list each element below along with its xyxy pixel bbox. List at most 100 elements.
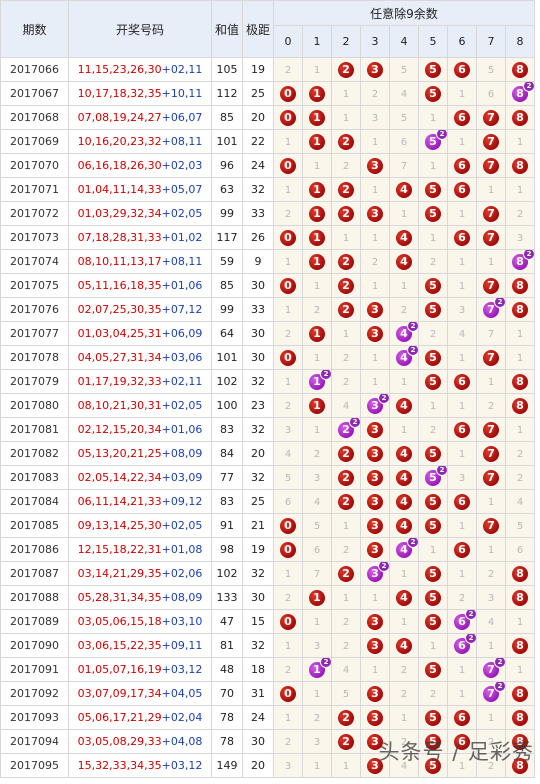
span-cell: 26 (242, 225, 274, 250)
miss-count: 1 (458, 281, 466, 292)
remainder-ball: 7 (483, 133, 499, 150)
miss-count: 4 (487, 617, 495, 628)
period-cell: 2017069 (0, 129, 69, 154)
remainder-ball: 7 (483, 421, 499, 438)
front-numbers: 08,10,11,13,17 (77, 255, 162, 268)
remainder-ball: 2 (338, 469, 354, 486)
remainder-ball-label: 1 (313, 590, 321, 604)
sum-cell: 117 (211, 225, 243, 250)
remainder-miss-cell: 7 (476, 321, 506, 346)
remainder-miss-cell: 2 (331, 537, 361, 562)
remainder-miss-cell: 3 (447, 297, 477, 322)
span-cell: 30 (242, 585, 274, 610)
remainder-ball-label: 0 (284, 110, 292, 124)
remainder-miss-cell: 2 (331, 369, 361, 394)
remainder-ball-label: 7 (487, 470, 495, 484)
remainder-ball: 0 (280, 157, 296, 174)
remainder-hit-cell: 1 (302, 585, 332, 610)
remainder-hit-cell: 5 (418, 609, 448, 634)
remainder-miss-cell: 1 (302, 153, 332, 178)
draw-numbers-cell: 15,32,33,34,35+03,12 (68, 753, 212, 778)
miss-count: 2 (313, 449, 321, 460)
remainder-hit-cell: 5 (418, 513, 448, 538)
header-digit-4: 4 (389, 25, 419, 58)
remainder-ball-label: 1 (313, 662, 321, 676)
remainder-miss-cell: 5 (505, 513, 535, 538)
front-numbers: 03,06,15,22,35 (77, 639, 162, 652)
miss-count: 3 (371, 113, 379, 124)
span-cell: 19 (242, 57, 274, 82)
remainder-ball: 4 (396, 253, 412, 270)
period-cell: 2017085 (0, 513, 69, 538)
remainder-miss-cell: 5 (476, 57, 506, 82)
remainder-hit-cell: 5 (418, 369, 448, 394)
remainder-ball: 0 (280, 685, 296, 702)
sum-cell: 99 (211, 297, 243, 322)
remainder-ball-label: 4 (400, 350, 408, 364)
miss-count: 1 (313, 617, 321, 628)
remainder-ball: 1 (309, 325, 325, 342)
remainder-hit-cell: 6 (447, 57, 477, 82)
remainder-hit-cell: 5 (418, 57, 448, 82)
remainder-ball: 2 (338, 133, 354, 150)
remainder-miss-cell: 2 (273, 321, 303, 346)
remainder-miss-cell: 1 (302, 417, 332, 442)
remainder-ball: 6 (454, 733, 470, 750)
miss-count: 2 (371, 89, 379, 100)
remainder-ball-label: 4 (400, 326, 408, 340)
remainder-miss-cell: 1 (302, 57, 332, 82)
remainder-ball: 3 (367, 445, 383, 462)
remainder-hit-cell: 3 (360, 321, 390, 346)
period-cell: 2017077 (0, 321, 69, 346)
table-row: 2017084 06,11,14,21,33+09,12 83 25 6 4 2 3 4 5 6 1 4 (0, 489, 535, 514)
remainder-ball: 8 (512, 373, 528, 390)
remainder-miss-cell: 1 (447, 681, 477, 706)
remainder-ball: 4 (396, 397, 412, 414)
remainder-ball-label: 0 (284, 518, 292, 532)
remainder-hit-cell: 5 (418, 489, 448, 514)
remainder-ball-label: 8 (516, 590, 524, 604)
remainder-miss-cell: 1 (447, 561, 477, 586)
remainder-ball-label: 2 (342, 422, 350, 436)
remainder-miss-cell: 1 (447, 753, 477, 778)
remainder-ball-label: 8 (516, 302, 524, 316)
miss-count: 1 (516, 425, 524, 436)
remainder-ball-label: 7 (487, 230, 495, 244)
miss-count: 2 (429, 425, 437, 436)
remainder-ball-label: 6 (458, 614, 466, 628)
remainder-ball-label: 5 (429, 134, 437, 148)
draw-numbers-cell: 07,18,28,31,33+01,02 (68, 225, 212, 250)
remainder-ball-label: 6 (458, 494, 466, 508)
remainder-ball-label: 5 (429, 182, 437, 196)
front-numbers: 03,05,08,29,33 (77, 735, 162, 748)
remainder-ball-label: 8 (516, 758, 524, 772)
remainder-ball-label: 8 (516, 254, 524, 268)
miss-count: 3 (284, 425, 292, 436)
draw-numbers-cell: 10,17,18,32,35+10,11 (68, 81, 212, 106)
miss-count: 2 (458, 593, 466, 604)
miss-count: 2 (342, 377, 350, 388)
remainder-hit-cell: 8 (505, 57, 535, 82)
remainder-ball-label: 2 (342, 734, 350, 748)
table-row: 2017079 01,17,19,32,33+02,11 102 32 1 1 2 2 1 1 5 6… (0, 369, 535, 394)
miss-count: 4 (400, 761, 408, 772)
remainder-miss-cell: 1 (389, 201, 419, 226)
remainder-miss-cell: 1 (331, 321, 361, 346)
table-row: 2017071 01,04,11,14,33+05,07 63 32 1 1 2 1 4 5 6 1 1 (0, 177, 535, 202)
sum-cell: 48 (211, 657, 243, 682)
remainder-ball-label: 2 (342, 710, 350, 724)
remainder-ball-label: 3 (371, 422, 379, 436)
remainder-ball: 5 (425, 661, 441, 678)
remainder-hit-cell: 7 (476, 153, 506, 178)
table-row: 2017081 02,12,15,20,34+01,06 83 32 3 1 2 2 3 1 2 6 7… (0, 417, 535, 442)
miss-count: 1 (400, 617, 408, 628)
remainder-hit-cell: 6 (447, 153, 477, 178)
miss-count: 1 (487, 185, 495, 196)
remainder-miss-cell: 1 (505, 321, 535, 346)
remainder-miss-cell: 2 (273, 57, 303, 82)
miss-count: 4 (284, 449, 292, 460)
